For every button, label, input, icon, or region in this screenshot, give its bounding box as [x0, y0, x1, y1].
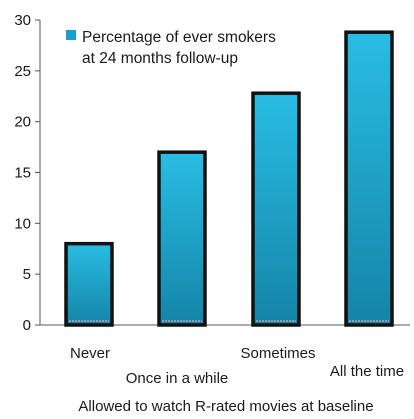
- bar-sometimes: [251, 91, 301, 327]
- y-tick-label: 5: [23, 266, 31, 283]
- bar-never: [64, 241, 114, 327]
- legend-label-line-1: Percentage of ever smokers: [82, 29, 276, 46]
- x-axis-category-labels: Never Once in a while Sometimes All the tim…: [70, 345, 404, 387]
- x-axis-title: Allowed to watch R-rated movies at basel…: [78, 398, 373, 415]
- x-tick-label: All the time: [330, 363, 404, 380]
- x-tick-label: Never: [70, 345, 110, 362]
- x-tick-label: Sometimes: [240, 345, 315, 362]
- bar-all-the-time: [344, 30, 394, 327]
- y-tick-label: 25: [14, 63, 31, 80]
- bars: [64, 30, 394, 327]
- y-tick-label: 15: [14, 165, 31, 182]
- legend-label-line-2: at 24 months follow-up: [82, 50, 238, 67]
- bar-once-in-a-while: [157, 150, 207, 327]
- y-tick-label: 30: [14, 12, 31, 29]
- y-axis-ticks: 0 5 10 15 20 25 30: [14, 12, 40, 334]
- legend-swatch: [66, 30, 76, 40]
- legend: Percentage of ever smokers at 24 months …: [66, 29, 276, 67]
- y-tick-label: 10: [14, 215, 31, 232]
- y-tick-label: 20: [14, 114, 31, 131]
- y-tick-label: 0: [23, 317, 31, 334]
- x-tick-label: Once in a while: [126, 370, 229, 387]
